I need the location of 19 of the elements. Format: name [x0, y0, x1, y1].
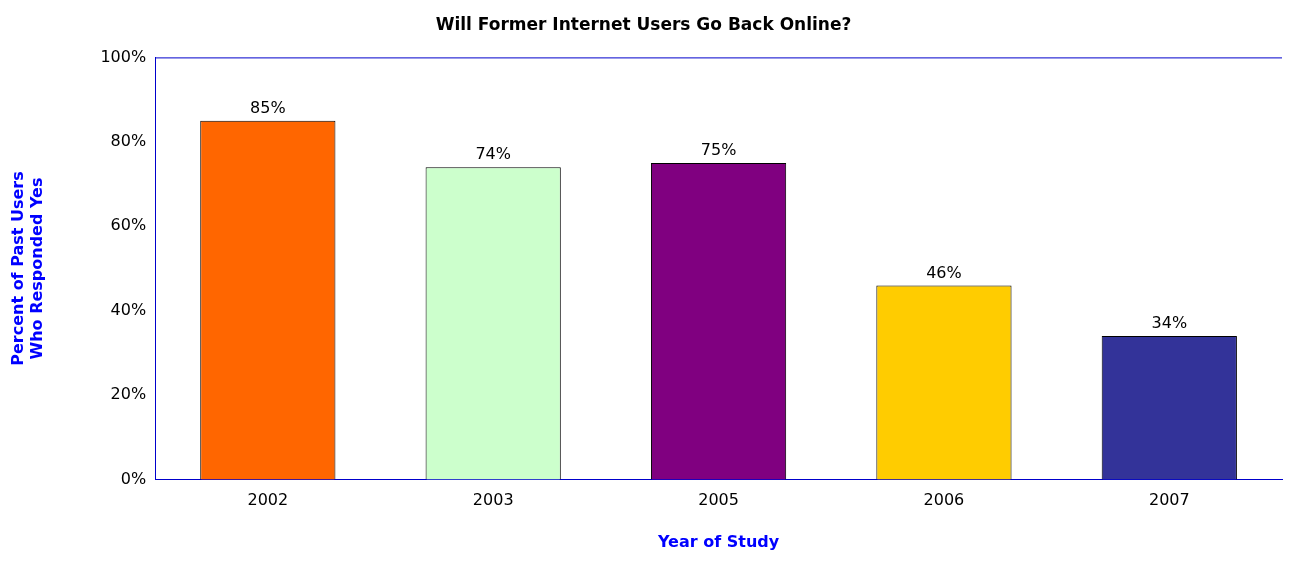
chart-title: Will Former Internet Users Go Back Online? [435, 13, 852, 34]
y-axis-title: Percent of Past Users Who Responded Yes [7, 171, 46, 366]
data-label: 34% [1151, 313, 1188, 333]
x-tick-label: 2002 [247, 490, 289, 510]
y-tick-label: 20% [110, 384, 147, 404]
x-tick-label: 2007 [1148, 490, 1190, 510]
data-label: 46% [926, 262, 962, 282]
y-tick-label: 60% [110, 215, 147, 235]
data-label: 75% [700, 140, 737, 160]
y-tick-label: 0% [120, 468, 147, 488]
y-tick-label: 40% [110, 299, 147, 319]
x-axis-title: Year of Study [656, 531, 780, 551]
x-tick-label: 2005 [698, 490, 739, 510]
x-tick-label: 2006 [923, 490, 965, 510]
y-tick-label: 80% [110, 131, 147, 150]
y-tick-label: 100% [100, 46, 147, 66]
data-label: 74% [475, 144, 511, 164]
data-label: 85% [250, 97, 286, 117]
x-tick-label: 2003 [472, 490, 514, 510]
